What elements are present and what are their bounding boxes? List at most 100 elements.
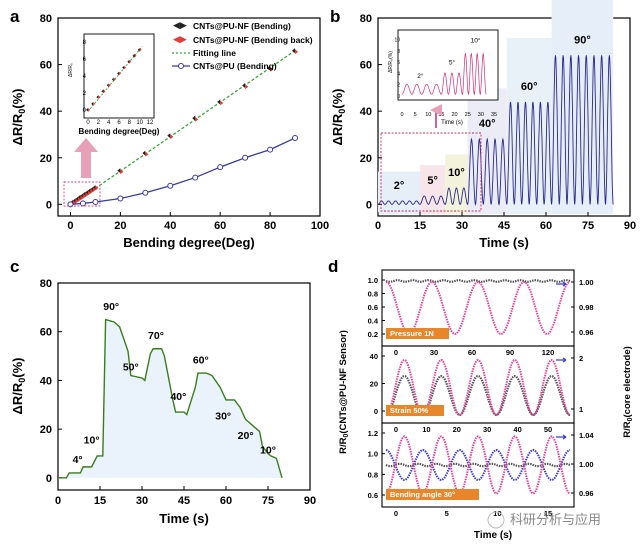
panel-a-point-bending-back [120,169,124,175]
panel-d-series-pink [385,280,571,336]
panel-c-angle-label: 90° [103,301,119,313]
panel-a-inset-point-back [124,65,127,70]
panel-d-chart: 1.00.80.60.40.21.000.980.960 30 60 90 120Pre… [338,269,634,541]
panel-a-point-cnts-pu [92,199,99,206]
panel-a-ytick-label: 0 [46,199,52,211]
panel-a-point-bending [167,133,171,139]
panel-b-ytick-label: 0 [366,199,372,211]
panel-d-ytick-right: 0.98 [579,303,594,312]
panel-a-point-bending-back [77,196,81,202]
panel-b-inset-ytick-label: 4 [397,71,400,77]
panel-b-segment-label: 10° [448,167,465,179]
panel-a-legend: ◀▶ CNTs@PU-NF (Bending) ◀▶ CNTs@PU-NF (B… [172,20,313,71]
panel-a-point-bending [117,168,121,174]
panel-a-legend-marker-4 [178,63,184,69]
panel-a-xtick-label: 100 [311,220,329,232]
panel-d-xtick-label: 0 [394,425,398,434]
panel-d-xtick-label: 0 [394,348,398,357]
panel-a-point-bending-back [295,49,299,55]
panel-a-point-bending-back [95,185,99,191]
panel-a-point-bending-back [80,195,84,201]
panel-d-xtick-label: 30 [430,348,438,357]
panel-a-point-bending-back [195,116,199,122]
panel-a-xtick-label: 20 [114,220,126,232]
panel-a-zoom-arrow-shaft [81,150,91,178]
panel-a-inset-frame [83,33,155,119]
panel-a-inset-point-back [103,89,106,93]
panel-a-point-bending-back [92,187,96,193]
panel-d-arrow-right [556,281,567,287]
panel-a-inset-point-back [134,53,137,58]
panel-a-point-bending [142,150,146,156]
panel-d-tag-label: Bending angle 30° [390,490,455,499]
panel-d-xtick-label: 5 [445,509,449,518]
panel-a-point-bending [292,48,296,54]
panel-c-angle-label: 40° [170,391,186,403]
panel-b-segment-label: 90° [574,34,591,46]
panel-a-point-bending [217,99,221,105]
panel-b-inset-xtick-label: 30 [478,112,484,118]
panel-a-inset-point [96,95,99,99]
panel-b-band [551,0,614,214]
panel-c-angle-label: 10° [260,444,276,456]
panel-b-band [467,88,507,214]
panel-b-band [420,165,446,214]
panel-d-ytick-left: 0 [374,407,378,416]
panel-d-xtick-label: 10 [422,425,430,434]
panel-b-ytick-label: 20 [360,153,372,165]
panel-a-xlabel: Bending degree(Deg) [123,235,254,250]
panel-d-xtick-label: 120 [542,348,555,357]
panel-d-ytick-left: 0.4 [368,317,379,326]
panel-a-point-cnts-pu [192,174,199,181]
panel-a-point-bending-back [82,193,86,199]
panel-d-xtick-label: 30 [483,425,491,434]
panel-c-ylabel: ΔR/R0(%) [10,358,27,415]
panel-b-inset-ytick-label: 8 [397,49,400,55]
panel-b-segment-label: 60° [521,81,538,93]
panel-a-inset-point [122,65,125,70]
panel-b-ytick-label: 40 [360,106,372,118]
panel-c-xtick-label: 90 [304,495,316,507]
panel-c-ytick-label: 20 [40,424,52,436]
panel-d-arrow-right [556,434,567,440]
panel-b-xtick-label: 60 [540,220,552,232]
panel-a-zoom-arrow-head [74,138,98,152]
panel-c-angle-label: 4° [73,454,83,466]
panel-a-inset-xlabel: Bending degree(Deg) [79,127,160,136]
panel-d-xtick-label: 60 [468,348,476,357]
panel-d-ytick-right: 0.96 [579,328,594,337]
panel-d-ylabel-right: R/R0(core electrode) [622,346,634,438]
panel-d-ytick-left: 1.0 [368,450,378,459]
panel-a-inset-point [111,77,114,82]
panel-b-band [378,171,420,214]
panel-b-inset-label: 10° [471,36,481,44]
panel-d-ytick-left: 0.8 [368,290,378,299]
panel-d-ytick-right: 1 [579,405,583,414]
panel-d-series-pink [385,358,571,417]
panel-c-ytick-label: 80 [40,278,52,290]
panel-d-ytick-left: 1.0 [368,276,378,285]
panel-a-inset-point-back [108,83,111,88]
panel-a-inset-point-back [93,102,96,106]
panel-a-legend-marker-2: ◀▶ [173,34,187,44]
panel-a-ytick-label: 20 [40,153,52,165]
panel-a-point-bending-back [270,66,274,72]
panel-c-angle-label: 50° [123,362,139,374]
panel-a-inset-xtick-label: 8 [128,120,132,126]
panel-a-inset-ytick-label: 6 [83,57,87,63]
panel-d-xtick-label: 15 [544,509,552,518]
panel-a-point-bending-back [75,198,79,204]
panel-b-ytick-label: 60 [360,60,372,72]
panel-d-series-blue [385,448,571,482]
panel-b-inset-ylabel: ΔR/R₀(%) [388,51,394,73]
panel-c-ytick-label: 60 [40,327,52,339]
panel-b-inset-ytick-label: 0 [397,94,400,100]
panel-c-angle-label: 60° [193,354,209,366]
panel-a-inset-ytick-label: 8 [83,40,87,46]
panel-a-inset-ytick-label: 2 [83,91,87,97]
panel-a-legend-entry-4: CNTs@PU (Bending) [193,61,277,71]
panel-b-xlabel: Time (s) [479,235,529,250]
panel-c-xtick-label: 30 [136,495,148,507]
